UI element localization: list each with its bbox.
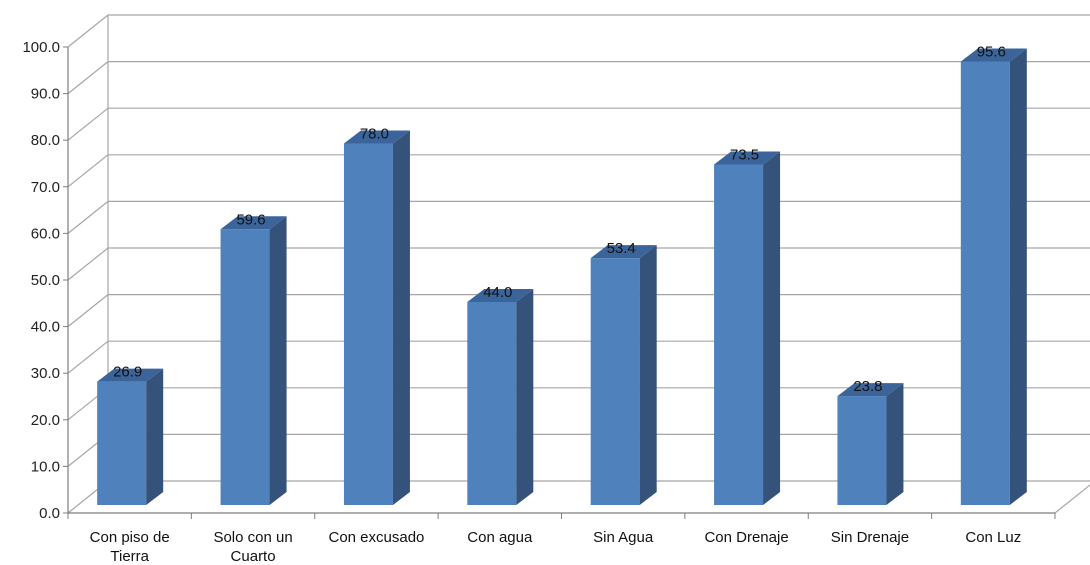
data-label: 53.4 (607, 240, 636, 257)
category-label: Con Luz (965, 529, 1021, 546)
data-label: 23.8 (853, 378, 882, 395)
bar-front (467, 301, 517, 505)
bar-side (1009, 48, 1027, 506)
category-label: Con agua (467, 529, 533, 546)
y-tick-label: 90.0 (31, 86, 60, 103)
gridline-side (67, 14, 109, 48)
bar (590, 245, 657, 505)
y-tick-label: 80.0 (31, 132, 60, 149)
y-tick-label: 70.0 (31, 179, 60, 196)
y-tick-label: 0.0 (39, 505, 60, 522)
data-label: 95.6 (977, 44, 1006, 61)
data-labels: 26.9 59.6 78.0 44.0 53.4 73.5 23.8 95.6 (113, 44, 1006, 396)
bar (960, 48, 1027, 506)
category-label: Sin Agua (593, 529, 654, 546)
bar (343, 130, 410, 505)
data-label: 44.0 (483, 284, 512, 301)
gridline-side (67, 154, 109, 188)
bar-top (960, 48, 1027, 62)
bar-top (97, 368, 164, 382)
category-label: Con piso de Tierra (90, 529, 170, 565)
bar-side (146, 368, 164, 505)
category-label: Con Drenaje (704, 529, 788, 546)
y-tick-label: 30.0 (31, 365, 60, 382)
data-label: 73.5 (730, 146, 759, 163)
bar-front (343, 143, 393, 505)
bar-side (392, 130, 410, 505)
bar-top (220, 216, 287, 230)
gridline-side (67, 294, 109, 328)
bar-top (714, 151, 781, 165)
bar-front (714, 164, 764, 506)
bar-side (886, 383, 904, 505)
bar (467, 288, 534, 505)
gridline-side (67, 107, 109, 141)
data-label: 78.0 (360, 126, 389, 143)
data-label: 59.6 (236, 211, 265, 228)
bar (714, 151, 781, 506)
bar-side (639, 245, 657, 505)
x-axis: Con piso de Tierra Solo con un Cuarto Con ex… (67, 513, 1056, 565)
bar-top (837, 383, 904, 397)
bar-side (269, 216, 287, 505)
y-tick-label: 40.0 (31, 319, 60, 336)
gridline-side (67, 247, 109, 281)
y-axis: 0.0 10.0 20.0 30.0 40.0 50.0 60.0 70.0 80.0 90.0 1… (22, 39, 1055, 522)
gridline-side (67, 61, 109, 95)
y-tick-label: 50.0 (31, 272, 60, 289)
bar (837, 383, 904, 505)
bar-front (220, 229, 270, 505)
bar-front (960, 61, 1010, 506)
y-tick-label: 10.0 (31, 458, 60, 475)
bar-side (763, 151, 781, 506)
gridline-side (67, 340, 109, 374)
y-tick-label: 20.0 (31, 412, 60, 429)
bar-front (837, 396, 887, 505)
bar-top (343, 130, 410, 144)
bar (97, 368, 164, 505)
bar (220, 216, 287, 505)
floor-edge (1054, 484, 1090, 514)
bar-front (590, 258, 640, 505)
data-label: 26.9 (113, 364, 142, 381)
category-label: Solo con un Cuarto (213, 529, 292, 565)
bar-side (516, 288, 534, 505)
bar-top (590, 245, 657, 259)
y-tick-label: 60.0 (31, 225, 60, 242)
category-label: Con excusado (328, 529, 424, 546)
y-tick-label: 100.0 (22, 39, 60, 56)
bar-front (97, 381, 147, 505)
category-label: Sin Drenaje (831, 529, 909, 546)
gridline-side (67, 200, 109, 234)
bars (97, 48, 1027, 506)
bar-top (467, 288, 534, 302)
